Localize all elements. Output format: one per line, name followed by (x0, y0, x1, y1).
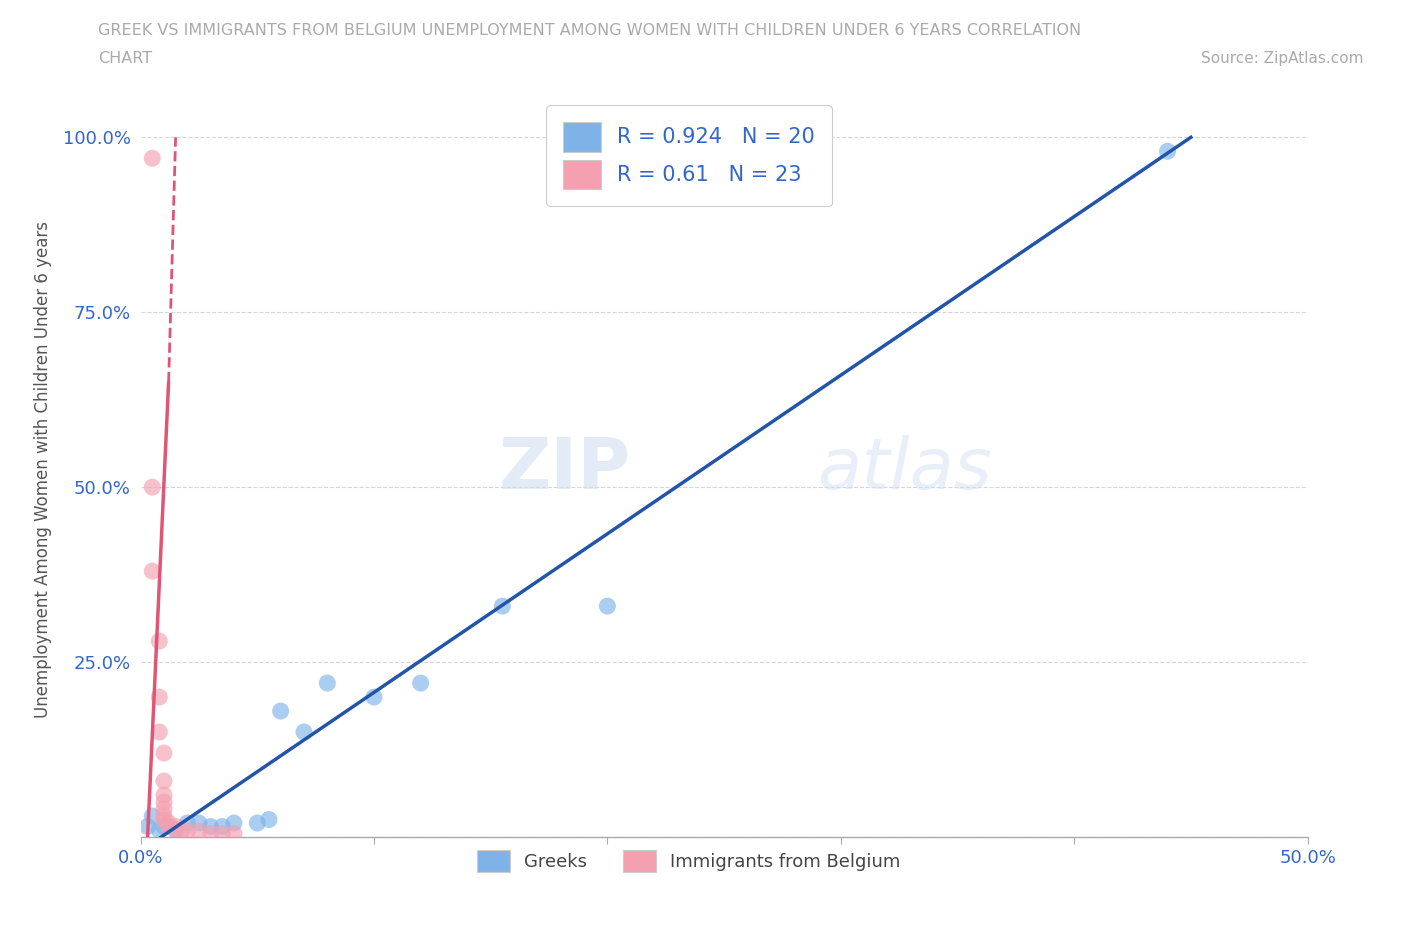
Point (153, 746, 176, 761)
Point (188, 824, 211, 839)
Text: atlas: atlas (817, 435, 993, 504)
Point (211, 826, 233, 841)
Point (153, 788, 176, 803)
Point (153, 774, 176, 789)
Point (257, 812, 280, 827)
Point (222, 826, 245, 841)
Point (491, 599, 513, 614)
Point (153, 812, 176, 827)
Point (141, 564, 163, 578)
Text: ZIP: ZIP (499, 435, 631, 504)
Point (153, 802, 176, 817)
Point (141, 480, 163, 495)
Point (153, 794, 176, 809)
Point (153, 819, 176, 834)
Point (316, 675, 339, 690)
Point (148, 822, 170, 837)
Point (172, 822, 194, 837)
Text: GREEK VS IMMIGRANTS FROM BELGIUM UNEMPLOYMENT AMONG WOMEN WITH CHILDREN UNDER 6 : GREEK VS IMMIGRANTS FROM BELGIUM UNEMPLO… (98, 23, 1081, 38)
Point (292, 724, 315, 739)
Point (157, 819, 180, 834)
Point (270, 704, 292, 719)
Legend: Greeks, Immigrants from Belgium: Greeks, Immigrants from Belgium (470, 843, 908, 880)
Point (136, 819, 159, 834)
Point (153, 808, 176, 823)
Point (200, 819, 222, 834)
Point (246, 816, 269, 830)
Point (157, 816, 180, 830)
Point (363, 690, 385, 705)
Point (211, 819, 233, 834)
Point (176, 816, 198, 830)
Text: CHART: CHART (98, 51, 152, 66)
Point (409, 675, 432, 690)
Point (148, 690, 170, 705)
Point (200, 826, 222, 841)
Point (188, 816, 211, 830)
Point (165, 822, 187, 837)
Point (222, 816, 245, 830)
Text: Source: ZipAtlas.com: Source: ZipAtlas.com (1201, 51, 1364, 66)
Point (148, 724, 170, 739)
Point (176, 824, 198, 839)
Point (596, 599, 619, 614)
Point (148, 633, 170, 648)
Y-axis label: Unemployment Among Women with Children Under 6 years: Unemployment Among Women with Children U… (34, 221, 52, 718)
Point (165, 822, 187, 837)
Point (1156, 144, 1178, 159)
Point (141, 808, 163, 823)
Point (165, 819, 187, 834)
Point (141, 151, 163, 166)
